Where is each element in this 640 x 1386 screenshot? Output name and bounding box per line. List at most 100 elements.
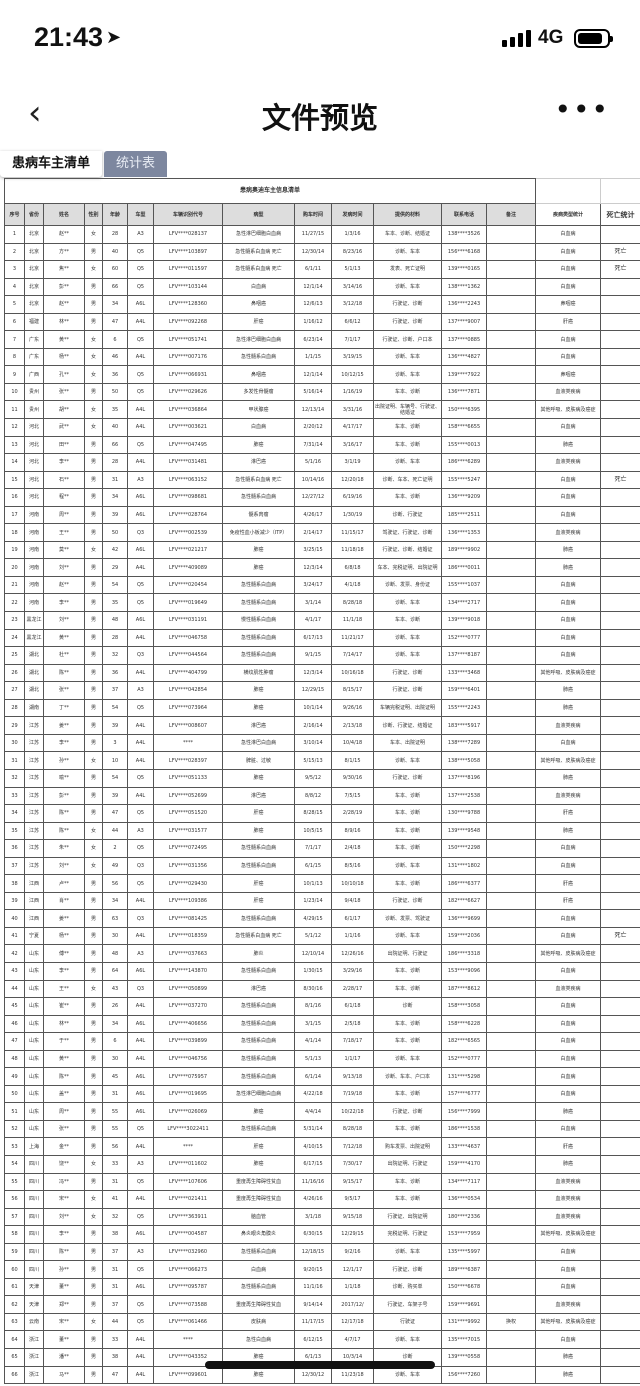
table-cell: 186****3318	[441, 944, 487, 963]
table-cell: 急性髓系白血病	[222, 593, 295, 613]
table-cell: 男	[84, 575, 103, 595]
table-cell: LFV****018359	[153, 926, 223, 946]
column-header: 序号	[4, 203, 25, 226]
table-cell: 1/30/15	[294, 961, 332, 981]
tab-patient-list[interactable]: 患病车主清单	[0, 151, 103, 177]
table-cell: 白血病	[535, 1242, 602, 1262]
table-cell: 60	[102, 260, 128, 279]
table-cell: 男	[84, 1295, 103, 1314]
table-cell: 2/16/14	[294, 716, 332, 735]
more-options-icon[interactable]: •••	[554, 93, 610, 126]
table-cell: 7/19/18	[331, 1084, 374, 1104]
table-cell: 程**	[43, 488, 85, 507]
table-cell: 肺癌	[222, 821, 295, 841]
table-cell: 12/17/18	[331, 1312, 374, 1332]
table-cell: 女	[84, 418, 103, 437]
table-cell: 多发性骨髓瘤	[222, 382, 295, 402]
table-cell: 12/29/15	[294, 681, 332, 700]
table-cell: 32	[102, 1207, 128, 1227]
table-cell: 64	[4, 1330, 25, 1349]
table-cell	[485, 1084, 537, 1104]
table-cell: 四川	[24, 1154, 44, 1174]
table-row: 27 湖北 张** 男 37 A3 LFV****042854 肺癌 12/29/15 8/15/…	[4, 681, 640, 700]
table-cell: 车本、诊断	[373, 1032, 442, 1051]
table-cell: 诊断、车本、户口本	[373, 1067, 442, 1086]
table-cell: 11/17/15	[294, 1312, 332, 1332]
column-header: 联系电话	[441, 203, 487, 226]
table-cell: 女	[84, 330, 103, 349]
table-row: 49 山东 陈** 男 45 A6L LFV****075957 急性髓系白血病 6/1/14 9…	[4, 1067, 640, 1086]
table-cell: 陈**	[43, 663, 85, 683]
table-cell: 61	[4, 1277, 25, 1297]
table-cell: LFV****051520	[153, 804, 223, 823]
table-cell: 血液类疾病	[535, 1190, 602, 1209]
table-cell: 54	[4, 1154, 25, 1174]
table-cell: 肝癌	[535, 1137, 602, 1156]
table-cell: 12	[4, 418, 25, 437]
table-cell: 饶**	[43, 1154, 85, 1174]
table-cell	[600, 277, 640, 297]
table-cell: 男	[84, 944, 103, 963]
table-cell: 急性髓系白血病	[222, 1119, 295, 1139]
table-cell: 56	[102, 874, 128, 893]
home-indicator[interactable]	[205, 1361, 435, 1369]
table-cell: 47	[102, 804, 128, 823]
table-row: 34 江苏 陈** 男 47 Q5 LFV****051520 肝癌 8/28/15 2/28/1…	[4, 804, 640, 823]
table-cell: 其他呼吸、皮肤病及癌症	[535, 751, 602, 770]
table-cell: 男	[84, 558, 103, 577]
table-cell: 男	[84, 698, 103, 718]
table-cell	[600, 1225, 640, 1244]
table-row: 36 江苏 朱** 女 2 Q5 LFV****072495 急性髓系白血病 7/1/17 2/4…	[4, 839, 640, 858]
table-cell: 37	[102, 681, 128, 700]
table-cell: 33	[4, 786, 25, 806]
table-cell: 行驶证、车架子号	[373, 1295, 442, 1314]
table-cell: A3	[127, 470, 154, 490]
table-cell: 北京	[24, 225, 44, 244]
table-cell: 10/10/18	[331, 874, 374, 893]
table-cell	[600, 382, 640, 402]
table-cell: 55	[102, 1119, 128, 1139]
table-cell	[485, 488, 537, 507]
table-cell: 男	[84, 1049, 103, 1069]
table-cell: 137****2538	[441, 786, 487, 806]
table-cell: 男	[84, 453, 103, 472]
table-cell: 2017/12/	[331, 1295, 374, 1314]
table-cell	[600, 944, 640, 963]
table-cell: 郑**	[43, 1295, 85, 1314]
table-row: 41 宁夏 杨** 男 30 A4L LFV****018359 急性髓系白血病 死亡 5/1/…	[4, 926, 640, 946]
table-cell	[600, 804, 640, 823]
table-cell: A4L	[127, 400, 154, 420]
table-cell	[600, 856, 640, 876]
table-cell	[485, 575, 537, 595]
table-cell	[600, 681, 640, 700]
table-cell: 2/28/19	[331, 804, 374, 823]
table-cell: LFV****363911	[153, 1207, 223, 1227]
table-cell: LFV****028764	[153, 505, 223, 525]
table-cell: 138****5058	[441, 751, 487, 770]
back-chevron-icon[interactable]: ‹	[28, 93, 42, 133]
table-cell	[600, 1049, 640, 1069]
table-cell	[485, 1014, 537, 1034]
table-cell: LFV****029430	[153, 874, 223, 893]
table-cell: 34	[4, 804, 25, 823]
table-cell: 9/15/17	[331, 1172, 374, 1192]
table-cell: 63	[4, 1312, 25, 1332]
table-cell: 41	[4, 926, 25, 946]
table-cell: 15	[4, 470, 25, 490]
table-cell: Q5	[127, 277, 154, 297]
table-cell: 诊断、发票、身份证	[373, 575, 442, 595]
tab-statistics[interactable]: 统计表	[104, 151, 168, 177]
table-cell	[485, 523, 537, 542]
table-cell: 喻**	[43, 768, 85, 788]
table-cell: 车本、诊断	[373, 1014, 442, 1034]
table-cell	[485, 786, 537, 806]
table-cell: 血液类疾病	[535, 786, 602, 806]
table-cell: 51	[4, 1102, 25, 1121]
table-cell	[600, 225, 640, 244]
table-cell: 64	[102, 961, 128, 981]
table-cell: 肺癌	[535, 540, 602, 560]
table-cell: LFV****031481	[153, 453, 223, 472]
table-cell: 43	[102, 979, 128, 999]
table-cell: 血液类疾病	[535, 1172, 602, 1192]
table-cell: 12/1/17	[331, 1260, 374, 1279]
